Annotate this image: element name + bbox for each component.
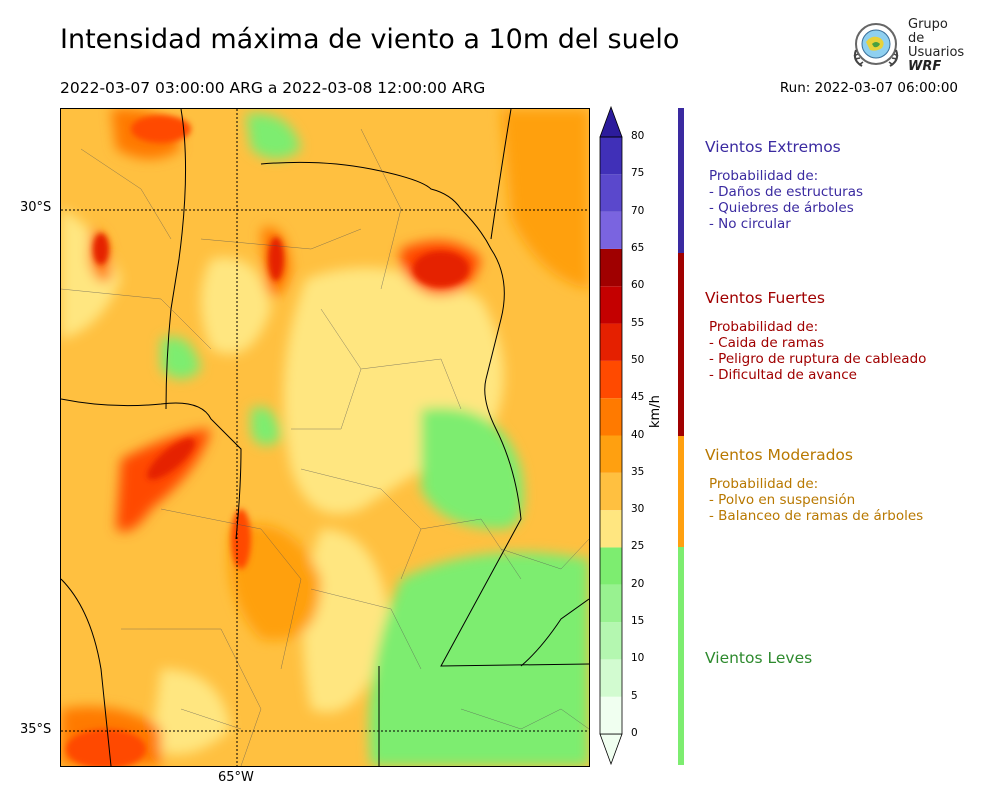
colorbar-unit: km/h	[648, 395, 663, 428]
colorbar-tick-label: 25	[631, 540, 645, 553]
colorbar-segment	[600, 584, 622, 623]
colorbar-tick-label: 70	[631, 204, 645, 217]
extremos-bar	[678, 108, 684, 253]
category-leves: Vientos Leves	[705, 649, 812, 667]
colorbar-tick-label: 80	[631, 130, 645, 142]
colorbar-segment	[600, 137, 622, 175]
category-moderados: Vientos Moderados Probabilidad de: - Pol…	[705, 446, 923, 524]
colorbar-segment	[600, 323, 622, 361]
colorbar-tick-label: 0	[631, 727, 638, 739]
category-title: Vientos Moderados	[705, 446, 853, 464]
wrf-logo: Grupo de Usuarios WRF	[848, 16, 968, 74]
run-time: Run: 2022-03-07 06:00:00	[779, 80, 958, 96]
colorbar-segment	[600, 510, 622, 548]
colorbar-tick-label: 35	[631, 465, 645, 478]
colorbar-segment	[600, 472, 622, 511]
category-title: Vientos Extremos	[705, 138, 841, 156]
forecast-period: 2022-03-07 03:00:00 ARG a 2022-03-08 12:…	[60, 79, 486, 97]
colorbar-segment	[600, 360, 622, 399]
wind-field	[61, 109, 589, 766]
globe-icon	[853, 23, 899, 67]
moderados-bar	[678, 436, 684, 547]
lat-label-35s: 35°S	[20, 722, 52, 737]
map-title: Intensidad máxima de viento a 10m del su…	[60, 24, 680, 55]
colorbar-segment	[600, 659, 622, 697]
colorbar-tick-label: 40	[631, 428, 645, 441]
category-extremos: Vientos Extremos Probabilidad de: - Daño…	[705, 138, 863, 232]
wind-map	[60, 108, 590, 767]
category-title: Vientos Leves	[705, 649, 813, 667]
colorbar-under-arrow	[599, 733, 623, 766]
colorbar-over-arrow	[599, 105, 623, 138]
colorbar-segment	[600, 435, 622, 473]
colorbar-segment	[600, 174, 622, 212]
colorbar-tick-label: 50	[631, 353, 645, 366]
colorbar-tick-label: 75	[631, 167, 645, 180]
colorbar	[599, 105, 623, 766]
colorbar-segment	[600, 211, 622, 249]
lat-label-30s: 30°S	[20, 200, 52, 215]
colorbar-segment	[600, 248, 622, 287]
colorbar-segment	[600, 696, 622, 734]
colorbar-tick-label: 10	[631, 652, 645, 665]
colorbar-tick-label: 45	[631, 391, 645, 404]
colorbar-segment	[600, 398, 622, 436]
leves-bar	[678, 547, 684, 765]
category-description: Probabilidad de: - Polvo en suspensión -…	[709, 476, 924, 524]
fuertes-bar	[678, 253, 684, 436]
colorbar-tick-label: 20	[631, 577, 645, 590]
logo-text: Grupo de Usuarios WRF	[908, 17, 965, 74]
category-fuertes: Vientos Fuertes Probabilidad de: - Caida…	[705, 289, 926, 383]
colorbar-tick-label: 60	[631, 279, 645, 292]
colorbar-tick-label: 65	[631, 241, 645, 254]
lon-label-65w: 65°W	[218, 770, 254, 785]
colorbar-segment	[600, 286, 622, 324]
colorbar-tick-label: 30	[631, 503, 645, 516]
category-description: Probabilidad de: - Caida de ramas - Peli…	[709, 319, 927, 383]
colorbar-tick-label: 55	[631, 316, 645, 329]
category-title: Vientos Fuertes	[705, 289, 825, 307]
colorbar-tick-label: 15	[631, 615, 645, 628]
colorbar-segment	[600, 622, 622, 660]
category-description: Probabilidad de: - Daños de estructuras …	[709, 168, 864, 232]
colorbar-segment	[600, 547, 622, 585]
colorbar-tick-label: 5	[631, 689, 638, 702]
